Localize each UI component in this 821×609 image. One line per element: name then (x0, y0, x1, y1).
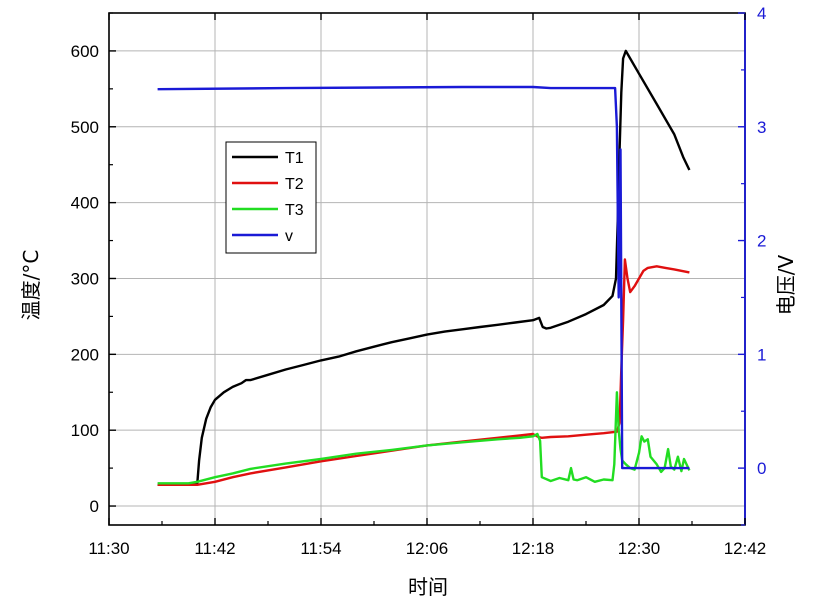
series-line-t2 (157, 258, 690, 486)
y2-tick-label: 4 (757, 4, 766, 23)
y-tick-label: 500 (71, 118, 99, 137)
x-tick-label: 11:54 (300, 539, 341, 558)
y-tick-label: 100 (71, 421, 99, 440)
grid (109, 13, 745, 525)
y-tick-label: 400 (71, 194, 99, 213)
x-tick-label: 11:30 (88, 539, 129, 558)
x-tick-label: 12:18 (512, 539, 555, 558)
y2-tick-label: 3 (757, 118, 766, 137)
x-axis-title: 时间 (408, 575, 448, 599)
y-axis-left-title: 温度/°C (19, 250, 43, 321)
y-axis-right-title: 电压/V (774, 254, 798, 315)
y-tick-label: 600 (71, 42, 99, 61)
y2-tick-label: 1 (757, 345, 766, 364)
x-tick-label: 12:30 (618, 539, 661, 558)
series-line-t3 (157, 391, 691, 485)
y2-tick-label: 0 (757, 459, 766, 478)
y-axis-right: 0 1 2 3 4 (738, 4, 766, 526)
x-tick-label: 12:06 (406, 539, 449, 558)
y-tick-label: 200 (71, 345, 99, 364)
legend-label-t3: T3 (285, 202, 304, 219)
y2-tick-label: 2 (757, 232, 766, 251)
x-tick-label: 12:42 (724, 539, 767, 558)
legend-label-t1: T1 (285, 150, 304, 167)
legend: T1 T2 T3 v (225, 141, 317, 254)
series-layer (157, 49, 691, 486)
y-axis-left: 0 100 200 300 400 500 600 (71, 12, 116, 516)
y-tick-label: 0 (90, 497, 99, 516)
x-axis: 11:30 11:42 11:54 12:06 12:18 12:30 12:42 (88, 13, 766, 558)
series-line-v (157, 85, 690, 470)
legend-label-v: v (285, 228, 293, 245)
x-tick-label: 11:42 (194, 539, 235, 558)
series-line-t1 (157, 49, 691, 486)
y-tick-label: 300 (71, 269, 99, 288)
legend-label-t2: T2 (285, 176, 304, 193)
